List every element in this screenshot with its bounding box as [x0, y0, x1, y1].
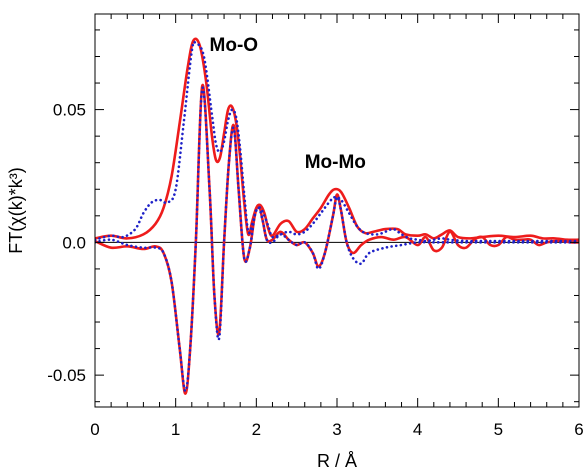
x-tick-label: 3	[332, 420, 341, 439]
series-magnitude-solid-line	[95, 37, 579, 242]
x-tick-label: 6	[574, 420, 583, 439]
plot-axes	[94, 13, 580, 408]
plot-labels: 0 1 2 3 4 5 6 -0.05 0.0 0.05 R / Å FT(χ(k)*k³) Mo-O M…	[6, 35, 584, 471]
x-tick-label: 2	[252, 420, 261, 439]
plot-frame	[94, 13, 580, 408]
series-magnitude-dotted-line	[95, 40, 579, 243]
x-tick-label: 4	[413, 420, 422, 439]
y-tick-label: 0.05	[53, 101, 86, 120]
x-tick-label: 1	[171, 420, 180, 439]
x-axis-label: R / Å	[317, 451, 357, 471]
x-tick-label: 0	[90, 420, 99, 439]
plot-curves	[95, 37, 579, 396]
y-tick-label: -0.05	[47, 366, 86, 385]
series-imaginary-dotted-line	[95, 86, 579, 393]
series-imaginary-solid-line	[95, 83, 579, 396]
annotation-label: Mo-Mo	[305, 152, 366, 173]
x-tick-label: 5	[494, 420, 503, 439]
y-tick-label: 0.0	[62, 233, 86, 252]
y-axis-label: FT(χ(k)*k³)	[6, 167, 26, 253]
annotation-label: Mo-O	[210, 35, 259, 56]
